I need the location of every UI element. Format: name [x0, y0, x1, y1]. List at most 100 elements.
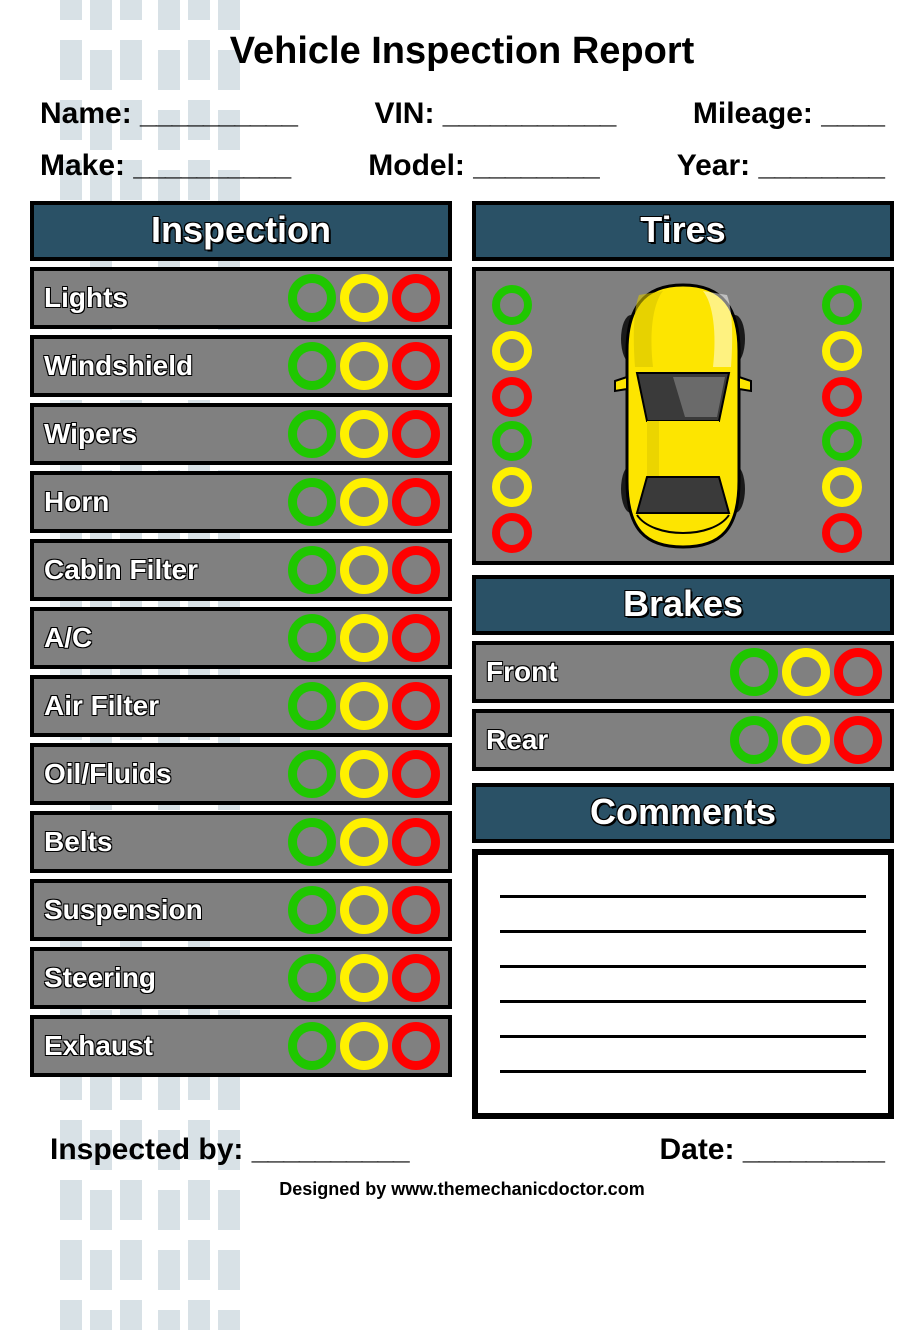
- inspection-row: Air Filter: [30, 675, 452, 737]
- green-status-ring[interactable]: [288, 818, 336, 866]
- field-vin-label: VIN:: [374, 97, 434, 130]
- status-lights: [288, 818, 440, 866]
- red-status-ring[interactable]: [834, 716, 882, 764]
- field-date[interactable]: Date: _________: [659, 1133, 884, 1167]
- car-icon: [613, 281, 753, 551]
- field-mileage-blank: ____: [821, 97, 884, 130]
- red-status-ring[interactable]: [492, 513, 532, 553]
- green-status-ring[interactable]: [730, 648, 778, 696]
- yellow-status-ring[interactable]: [340, 274, 388, 322]
- field-make[interactable]: Make: __________: [40, 149, 290, 183]
- field-name-blank: __________: [140, 97, 297, 130]
- green-status-ring[interactable]: [288, 410, 336, 458]
- inspection-row: Horn: [30, 471, 452, 533]
- inspection-label: Wipers: [44, 418, 137, 450]
- field-model[interactable]: Model: ________: [368, 149, 598, 183]
- green-status-ring[interactable]: [288, 614, 336, 662]
- red-status-ring[interactable]: [392, 410, 440, 458]
- green-status-ring[interactable]: [288, 478, 336, 526]
- inspection-label: Lights: [44, 282, 128, 314]
- green-status-ring[interactable]: [822, 285, 862, 325]
- credit-line: Designed by www.themechanicdoctor.com: [30, 1179, 894, 1200]
- green-status-ring[interactable]: [288, 546, 336, 594]
- tire-status-front-left: [492, 285, 532, 417]
- field-make-blank: __________: [133, 149, 290, 182]
- yellow-status-ring[interactable]: [340, 1022, 388, 1070]
- inspection-label: Steering: [44, 962, 156, 994]
- inspection-row: Windshield: [30, 335, 452, 397]
- red-status-ring[interactable]: [392, 546, 440, 594]
- field-vin[interactable]: VIN: ___________: [374, 97, 615, 131]
- red-status-ring[interactable]: [392, 682, 440, 730]
- field-model-label: Model:: [368, 149, 465, 182]
- right-column: Tires: [472, 201, 894, 1119]
- yellow-status-ring[interactable]: [340, 614, 388, 662]
- status-lights: [288, 410, 440, 458]
- red-status-ring[interactable]: [392, 274, 440, 322]
- green-status-ring[interactable]: [288, 274, 336, 322]
- report-title: Vehicle Inspection Report: [30, 30, 894, 73]
- red-status-ring[interactable]: [392, 750, 440, 798]
- yellow-status-ring[interactable]: [340, 954, 388, 1002]
- red-status-ring[interactable]: [822, 377, 862, 417]
- yellow-status-ring[interactable]: [340, 546, 388, 594]
- status-lights: [288, 886, 440, 934]
- brake-label: Front: [486, 656, 558, 688]
- red-status-ring[interactable]: [392, 818, 440, 866]
- red-status-ring[interactable]: [392, 1022, 440, 1070]
- inspected-by-blank: __________: [252, 1133, 409, 1166]
- inspection-row: Belts: [30, 811, 452, 873]
- green-status-ring[interactable]: [288, 682, 336, 730]
- green-status-ring[interactable]: [288, 1022, 336, 1070]
- yellow-status-ring[interactable]: [492, 467, 532, 507]
- yellow-status-ring[interactable]: [340, 478, 388, 526]
- inspection-label: Windshield: [44, 350, 193, 382]
- info-row-2: Make: __________ Model: ________ Year: _…: [30, 149, 894, 183]
- green-status-ring[interactable]: [288, 886, 336, 934]
- field-name[interactable]: Name: __________: [40, 97, 297, 131]
- field-year-blank: ________: [759, 149, 884, 182]
- comment-line: [500, 1000, 866, 1003]
- yellow-status-ring[interactable]: [340, 886, 388, 934]
- status-lights: [288, 750, 440, 798]
- red-status-ring[interactable]: [392, 886, 440, 934]
- red-status-ring[interactable]: [834, 648, 882, 696]
- green-status-ring[interactable]: [288, 342, 336, 390]
- red-status-ring[interactable]: [492, 377, 532, 417]
- inspection-row: Steering: [30, 947, 452, 1009]
- red-status-ring[interactable]: [392, 614, 440, 662]
- green-status-ring[interactable]: [288, 750, 336, 798]
- green-status-ring[interactable]: [492, 285, 532, 325]
- yellow-status-ring[interactable]: [340, 410, 388, 458]
- yellow-status-ring[interactable]: [340, 682, 388, 730]
- red-status-ring[interactable]: [822, 513, 862, 553]
- yellow-status-ring[interactable]: [492, 331, 532, 371]
- green-status-ring[interactable]: [492, 421, 532, 461]
- status-lights: [730, 716, 882, 764]
- tire-status-rear-left: [492, 421, 532, 553]
- date-blank: _________: [743, 1133, 884, 1166]
- yellow-status-ring[interactable]: [340, 750, 388, 798]
- yellow-status-ring[interactable]: [822, 467, 862, 507]
- field-mileage[interactable]: Mileage: ____: [693, 97, 884, 131]
- status-lights: [288, 954, 440, 1002]
- green-status-ring[interactable]: [730, 716, 778, 764]
- yellow-status-ring[interactable]: [782, 648, 830, 696]
- field-name-label: Name:: [40, 97, 132, 130]
- comment-line: [500, 895, 866, 898]
- red-status-ring[interactable]: [392, 342, 440, 390]
- yellow-status-ring[interactable]: [822, 331, 862, 371]
- comments-box[interactable]: [472, 849, 894, 1119]
- green-status-ring[interactable]: [822, 421, 862, 461]
- red-status-ring[interactable]: [392, 478, 440, 526]
- green-status-ring[interactable]: [288, 954, 336, 1002]
- yellow-status-ring[interactable]: [340, 818, 388, 866]
- brakes-header: Brakes: [472, 575, 894, 635]
- status-lights: [288, 478, 440, 526]
- yellow-status-ring[interactable]: [340, 342, 388, 390]
- field-inspected-by[interactable]: Inspected by: __________: [50, 1133, 409, 1167]
- yellow-status-ring[interactable]: [782, 716, 830, 764]
- inspection-label: Belts: [44, 826, 112, 858]
- field-year[interactable]: Year: ________: [677, 149, 884, 183]
- red-status-ring[interactable]: [392, 954, 440, 1002]
